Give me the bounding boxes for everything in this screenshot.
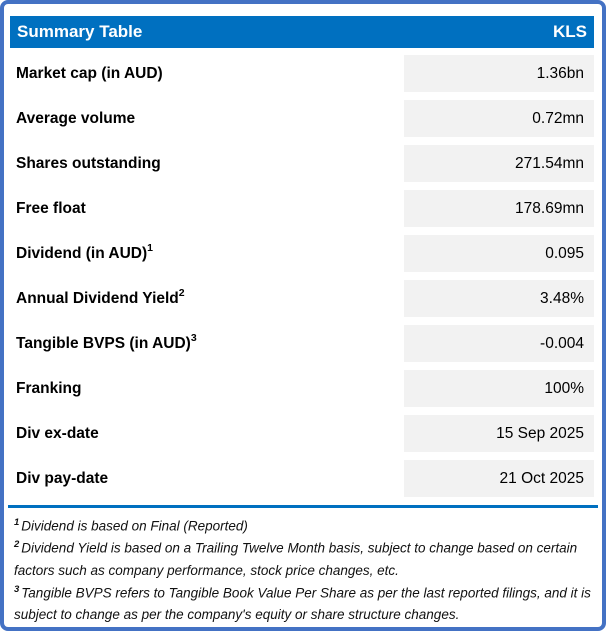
table-row-franking: Franking 100% [10, 370, 596, 407]
row-label-text: Div ex-date [16, 425, 99, 443]
table-row-dividend: Dividend (in AUD)1 0.095 [10, 235, 596, 272]
row-label: Average volume [10, 108, 404, 128]
row-label-text: Average volume [16, 110, 136, 128]
table-row-tangible-bvps: Tangible BVPS (in AUD)3 -0.004 [10, 325, 596, 362]
row-label-text: Tangible BVPS (in AUD) [16, 335, 191, 353]
row-label: Free float [10, 198, 404, 218]
footnote-marker: 2 [14, 539, 20, 551]
table-title: Summary Table [17, 22, 143, 41]
ticker-label: KLS [553, 22, 587, 41]
row-value: 21 Oct 2025 [404, 460, 594, 497]
row-label: Annual Dividend Yield2 [10, 287, 404, 308]
footnote-marker: 1 [147, 242, 154, 255]
row-value: 100% [404, 370, 594, 407]
table-row-market-cap: Market cap (in AUD) 1.36bn [10, 55, 596, 92]
row-value: -0.004 [404, 325, 594, 362]
footnote-text: Tangible BVPS refers to Tangible Book Va… [14, 585, 591, 622]
row-label: Div pay-date [10, 468, 404, 488]
row-value: 0.095 [404, 235, 594, 272]
footnote-marker: 3 [14, 583, 20, 595]
row-label: Market cap (in AUD) [10, 63, 404, 83]
row-label-text: Shares outstanding [16, 155, 161, 173]
row-label-text: Free float [16, 200, 86, 218]
footnote-marker: 3 [190, 332, 197, 345]
row-label-text: Annual Dividend Yield [16, 290, 179, 308]
table-row-free-float: Free float 178.69mn [10, 190, 596, 227]
table-row-div-ex-date: Div ex-date 15 Sep 2025 [10, 415, 596, 452]
footnote-text: Dividend Yield is based on a Trailing Tw… [14, 540, 578, 578]
row-value: 3.48% [404, 280, 594, 317]
footnotes-section: 1 Dividend is based on Final (Reported) 2… [10, 513, 596, 626]
row-label-text: Market cap (in AUD) [16, 65, 163, 83]
row-label: Franking [10, 378, 404, 398]
row-label-text: Dividend (in AUD) [16, 245, 148, 263]
footnote-text: Dividend is based on Final (Reported) [21, 518, 248, 534]
row-value: 271.54mn [404, 145, 594, 182]
row-value: 15 Sep 2025 [404, 415, 594, 452]
footnote-2: 2 Dividend Yield is based on a Trailing T… [14, 537, 592, 581]
row-value: 0.72mn [404, 100, 594, 137]
row-label-text: Div pay-date [16, 470, 109, 488]
footnote-1: 1 Dividend is based on Final (Reported) [14, 515, 592, 537]
table-row-average-volume: Average volume 0.72mn [10, 100, 596, 137]
footnote-marker: 2 [178, 287, 185, 300]
table-row-annual-dividend-yield: Annual Dividend Yield2 3.48% [10, 280, 596, 317]
table-header-bar: Summary Table KLS [10, 16, 594, 48]
table-rows: Market cap (in AUD) 1.36bn Average volum… [10, 55, 596, 497]
row-value: 1.36bn [404, 55, 594, 92]
row-label: Dividend (in AUD)1 [10, 242, 404, 263]
row-label-text: Franking [16, 380, 82, 398]
table-row-div-pay-date: Div pay-date 21 Oct 2025 [10, 460, 596, 497]
bottom-divider-rule [8, 505, 598, 508]
footnote-3: 3 Tangible BVPS refers to Tangible Book V… [14, 582, 592, 626]
row-value: 178.69mn [404, 190, 594, 227]
row-label: Tangible BVPS (in AUD)3 [10, 332, 404, 353]
row-label: Div ex-date [10, 423, 404, 443]
row-label: Shares outstanding [10, 153, 404, 173]
table-row-shares-outstanding: Shares outstanding 271.54mn [10, 145, 596, 182]
footnote-marker: 1 [14, 517, 20, 528]
